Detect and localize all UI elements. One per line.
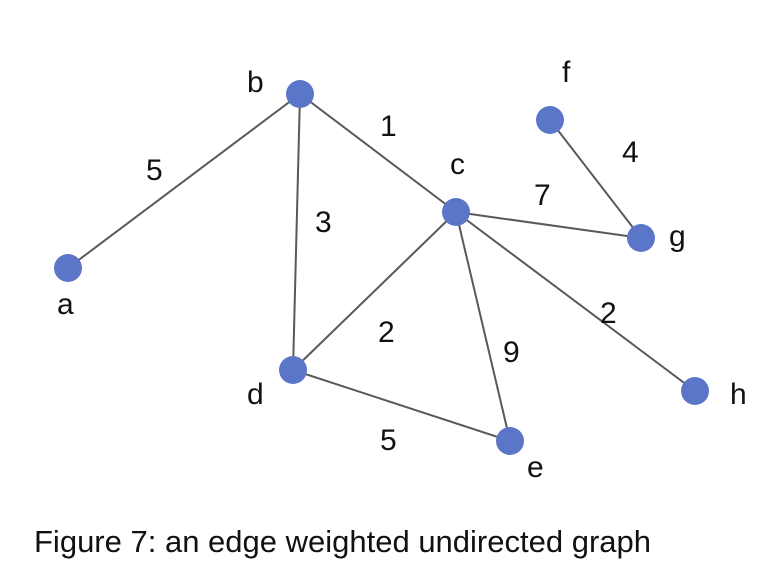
node-g [627,224,655,252]
node-c [442,198,470,226]
node-label-f: f [562,56,571,89]
weight-label-c-e: 9 [503,336,520,369]
edge-c-g [455,211,642,239]
weight-label-c-d: 2 [378,316,395,349]
weight-label-c-g: 7 [534,179,551,212]
node-f [536,106,564,134]
weight-label-a-b: 5 [146,154,163,187]
edge-d-e [292,369,511,442]
edge-b-d [292,93,301,371]
figure-caption: Figure 7: an edge weighted undirected gr… [34,524,651,559]
graph-diagram: 5 1 3 2 9 7 2 5 4 a b c d e f g h [54,56,747,484]
node-d [279,356,307,384]
edge-b-c [299,93,457,213]
edge-c-h [455,211,696,392]
weight-label-b-c: 1 [380,110,397,143]
node-label-d: d [247,378,264,411]
node-label-h: h [730,378,747,411]
weight-label-b-d: 3 [315,206,332,239]
edge-c-e [455,211,511,442]
weight-label-d-e: 5 [380,424,397,457]
edge-f-g [549,119,642,239]
node-a [54,254,82,282]
node-label-b: b [247,66,264,99]
weight-label-f-g: 4 [622,136,639,169]
node-label-e: e [527,451,544,484]
node-label-g: g [669,220,686,253]
edge-c-d [292,211,457,371]
node-label-a: a [57,288,74,321]
node-b [286,80,314,108]
node-h [681,377,709,405]
weight-label-c-h: 2 [600,297,617,330]
edge-a-b [67,93,301,269]
node-label-c: c [450,148,465,181]
node-e [496,427,524,455]
